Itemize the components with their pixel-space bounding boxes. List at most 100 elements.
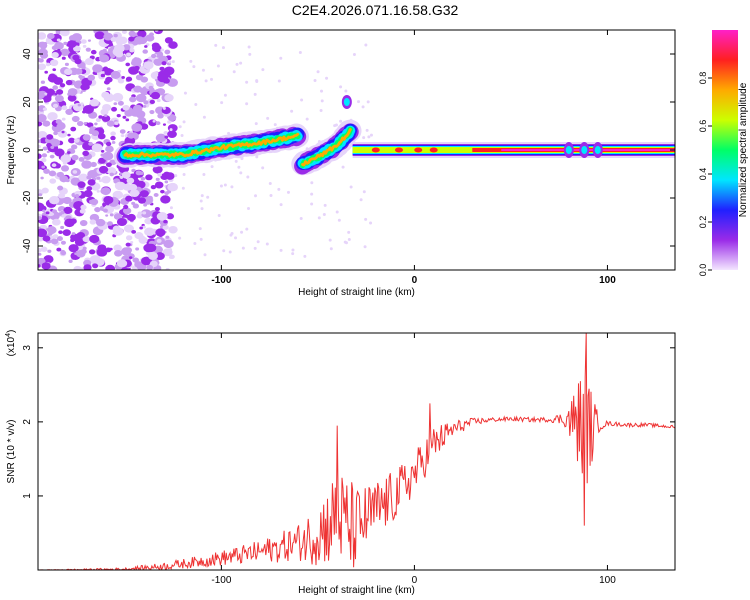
noise-blob xyxy=(103,32,114,41)
noise-blob xyxy=(144,45,148,48)
noise-blob xyxy=(114,121,119,126)
noise-blob xyxy=(52,218,61,226)
noise-blob xyxy=(125,62,131,67)
noise-blob xyxy=(50,59,59,67)
y-tick-label: 3 xyxy=(22,345,33,351)
noise-blob xyxy=(128,256,133,260)
noise-blob xyxy=(60,154,72,164)
noise-blob xyxy=(126,52,132,57)
noise-blob xyxy=(109,247,113,251)
noise-blob xyxy=(113,213,123,220)
noise-blob xyxy=(162,123,166,126)
noise-speck xyxy=(219,184,223,188)
noise-speck xyxy=(201,68,205,72)
snr-panel: -100 0 100 1 2 3 Height of straight line (km) S… xyxy=(5,330,676,596)
spectral-hotspot xyxy=(429,147,438,153)
snr-series-line xyxy=(38,333,675,570)
x-axis-label: Height of straight line (km) xyxy=(298,585,415,596)
noise-blob xyxy=(80,39,87,44)
noise-speck xyxy=(352,53,356,57)
noise-blob xyxy=(167,114,177,122)
noise-blob xyxy=(156,238,162,243)
noise-speck xyxy=(247,207,251,211)
noise-blob xyxy=(52,103,59,108)
noise-blob xyxy=(70,177,80,185)
noise-speck xyxy=(347,230,351,234)
noise-blob xyxy=(83,264,92,270)
snr-frame xyxy=(37,332,676,571)
spectral-blob xyxy=(343,98,350,106)
noise-blob xyxy=(168,248,173,251)
noise-speck xyxy=(169,128,173,132)
noise-blob xyxy=(128,66,139,75)
y-tick-label: 0 xyxy=(22,147,33,153)
noise-blob xyxy=(148,119,157,127)
noise-blob xyxy=(111,141,116,144)
noise-blob xyxy=(51,45,58,51)
noise-blob xyxy=(45,88,55,96)
noise-blob xyxy=(73,45,81,52)
noise-speck xyxy=(364,43,368,47)
y-tick-label: 2 xyxy=(22,419,33,425)
noise-blob xyxy=(119,129,126,134)
noise-blob xyxy=(94,31,105,40)
noise-blob xyxy=(52,234,59,239)
y-tick-label: 20 xyxy=(22,96,33,108)
noise-blob xyxy=(123,204,129,210)
noise-blob xyxy=(88,249,96,255)
noise-blob xyxy=(95,218,106,227)
noise-blob xyxy=(103,48,107,52)
noise-speck xyxy=(239,171,243,175)
noise-blob xyxy=(49,154,55,159)
y-axis-label: SNR (10 * v/v) xyxy=(6,420,17,484)
noise-blob xyxy=(60,210,65,215)
noise-blob xyxy=(117,78,125,84)
noise-speck xyxy=(369,221,373,225)
noise-blob xyxy=(79,208,86,214)
noise-blob xyxy=(144,217,153,225)
noise-speck xyxy=(206,195,210,199)
noise-speck xyxy=(310,181,314,185)
noise-blob xyxy=(89,234,100,244)
noise-speck xyxy=(240,230,244,234)
x-tick-label: -100 xyxy=(211,575,231,586)
noise-blob xyxy=(94,30,98,33)
noise-blob xyxy=(101,175,111,184)
noise-blob xyxy=(79,220,88,227)
noise-blob xyxy=(112,225,121,232)
noise-speck xyxy=(366,100,370,104)
noise-blob xyxy=(63,41,68,45)
noise-speck xyxy=(171,60,175,64)
noise-blob xyxy=(159,66,165,71)
noise-blob xyxy=(80,204,87,210)
noise-blob xyxy=(67,94,77,102)
noise-blob xyxy=(41,157,47,163)
noise-blob xyxy=(59,83,66,88)
noise-blob xyxy=(165,172,175,180)
noise-blob xyxy=(160,195,171,204)
noise-blob xyxy=(82,236,91,243)
noise-blob xyxy=(136,263,147,270)
noise-blob xyxy=(51,52,59,58)
noise-speck xyxy=(178,125,182,129)
noise-speck xyxy=(168,60,172,64)
noise-speck xyxy=(210,165,214,169)
noise-speck xyxy=(174,174,178,178)
noise-speck xyxy=(325,76,329,80)
noise-blob xyxy=(91,143,103,153)
noise-speck xyxy=(253,246,257,250)
noise-speck xyxy=(334,123,338,127)
noise-blob xyxy=(59,175,69,183)
noise-speck xyxy=(268,182,272,186)
noise-speck xyxy=(216,64,220,68)
noise-blob xyxy=(53,211,59,216)
noise-speck xyxy=(183,91,187,95)
noise-speck xyxy=(320,89,324,93)
noise-blob xyxy=(167,182,178,192)
noise-blob xyxy=(142,211,147,215)
noise-blob xyxy=(154,252,165,261)
noise-blob xyxy=(151,53,157,59)
noise-blob xyxy=(80,84,89,91)
noise-blob xyxy=(38,63,47,70)
noise-blob xyxy=(118,36,128,45)
